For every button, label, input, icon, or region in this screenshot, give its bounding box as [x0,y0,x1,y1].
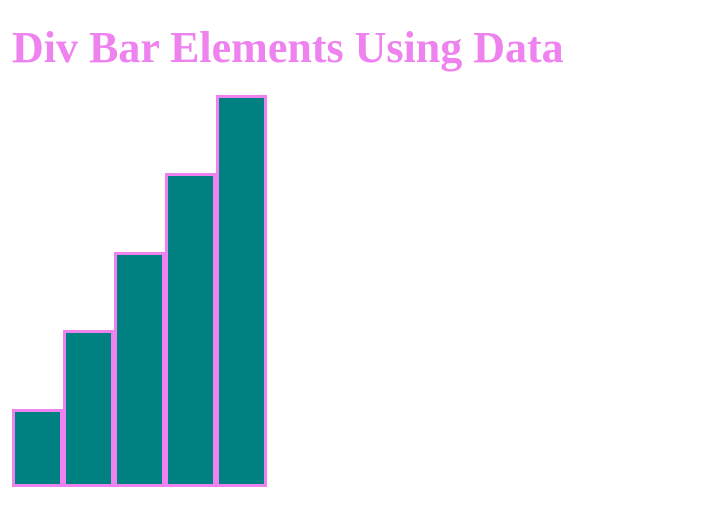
bar-1 [12,409,63,487]
bar-3 [114,252,165,487]
bar-chart [12,95,312,487]
bar-2 [63,330,114,487]
bar-5 [216,95,267,487]
page-title: Div Bar Elements Using Data [12,23,564,72]
bar-4 [165,173,216,487]
